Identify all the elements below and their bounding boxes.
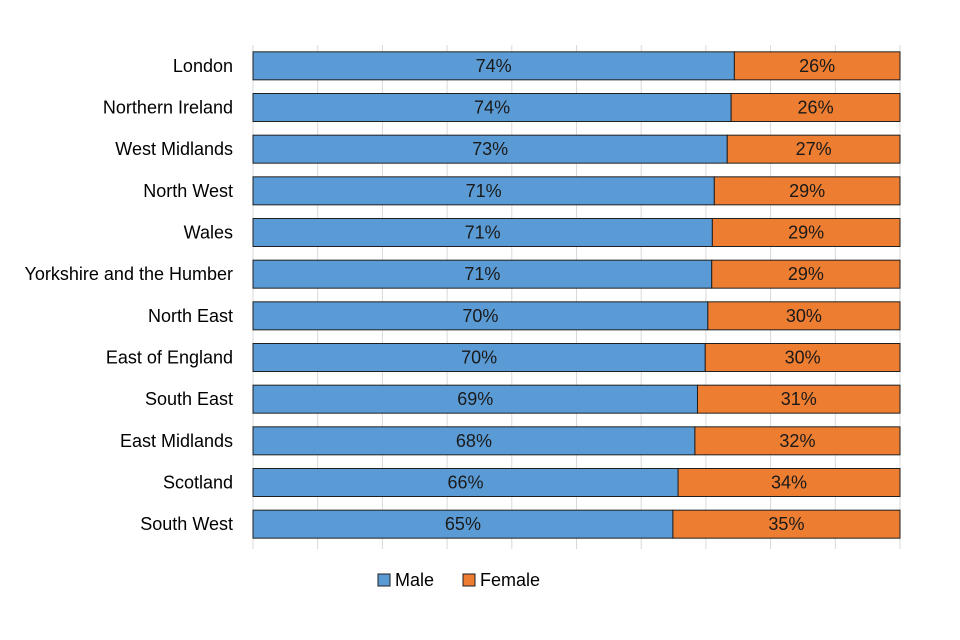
legend-label-male: Male xyxy=(395,570,434,590)
category-label: South East xyxy=(145,389,233,409)
bar-male xyxy=(252,301,709,331)
bar-female xyxy=(672,509,901,539)
bar-female xyxy=(713,176,901,206)
bar-male xyxy=(252,259,713,289)
category-label: West Midlands xyxy=(115,139,233,159)
category-labels: London Northern Ireland West Midlands North… xyxy=(25,56,233,534)
data-label: 31% xyxy=(781,389,817,409)
bars xyxy=(252,51,901,539)
bar-male xyxy=(252,343,706,372)
category-label: North East xyxy=(148,306,233,326)
data-labels: 74% 26% 74% 26% 73% 27% 71% 29% 71% 29% 71% 29% 70% 3… xyxy=(445,56,835,534)
bar-female xyxy=(711,218,901,247)
data-label: 71% xyxy=(464,264,500,284)
bar-male xyxy=(252,134,728,164)
data-label: 29% xyxy=(788,223,824,243)
bar-male xyxy=(252,176,715,206)
data-label: 29% xyxy=(788,264,824,284)
bar-female xyxy=(707,301,901,331)
data-label: 30% xyxy=(785,348,821,368)
data-label: 65% xyxy=(445,514,481,534)
data-label: 29% xyxy=(789,181,825,201)
data-label: 70% xyxy=(462,306,498,326)
gridlines xyxy=(252,45,901,549)
bar-male xyxy=(252,509,674,539)
legend: Male Female xyxy=(377,570,540,590)
category-label: East Midlands xyxy=(120,431,233,451)
data-label: 32% xyxy=(779,431,815,451)
category-label: North West xyxy=(143,181,233,201)
category-label: South West xyxy=(140,514,233,534)
data-label: 30% xyxy=(786,306,822,326)
data-label: 27% xyxy=(796,139,832,159)
bar-female xyxy=(677,468,901,497)
bar-female xyxy=(711,259,901,289)
data-label: 26% xyxy=(798,98,834,118)
legend-swatch-male xyxy=(377,573,391,587)
bar-female xyxy=(694,426,901,456)
data-label: 71% xyxy=(466,181,502,201)
data-label: 69% xyxy=(457,389,493,409)
data-label: 34% xyxy=(771,473,807,493)
category-label: London xyxy=(173,56,233,76)
bar-female xyxy=(704,343,901,372)
bar-male xyxy=(252,468,679,497)
category-label: Wales xyxy=(184,223,233,243)
data-label: 35% xyxy=(768,514,804,534)
data-label: 26% xyxy=(799,56,835,76)
bar-male xyxy=(252,51,735,81)
data-label: 74% xyxy=(474,98,510,118)
data-label: 70% xyxy=(461,348,497,368)
bar-male xyxy=(252,426,696,456)
bar-female xyxy=(730,93,901,122)
bar-male xyxy=(252,218,713,247)
category-label: Scotland xyxy=(163,473,233,493)
data-label: 74% xyxy=(476,56,512,76)
data-label: 66% xyxy=(448,473,484,493)
category-label: Yorkshire and the Humber xyxy=(25,264,233,284)
data-label: 73% xyxy=(472,139,508,159)
legend-label-female: Female xyxy=(480,570,540,590)
bar-female xyxy=(696,384,901,414)
data-label: 71% xyxy=(465,223,501,243)
bar-female xyxy=(733,51,901,81)
data-label: 68% xyxy=(456,431,492,451)
legend-swatch-female xyxy=(462,573,476,587)
bar-male xyxy=(252,384,698,414)
bar-female xyxy=(726,134,901,164)
category-label: East of England xyxy=(106,348,233,368)
category-label: Northern Ireland xyxy=(103,98,233,118)
